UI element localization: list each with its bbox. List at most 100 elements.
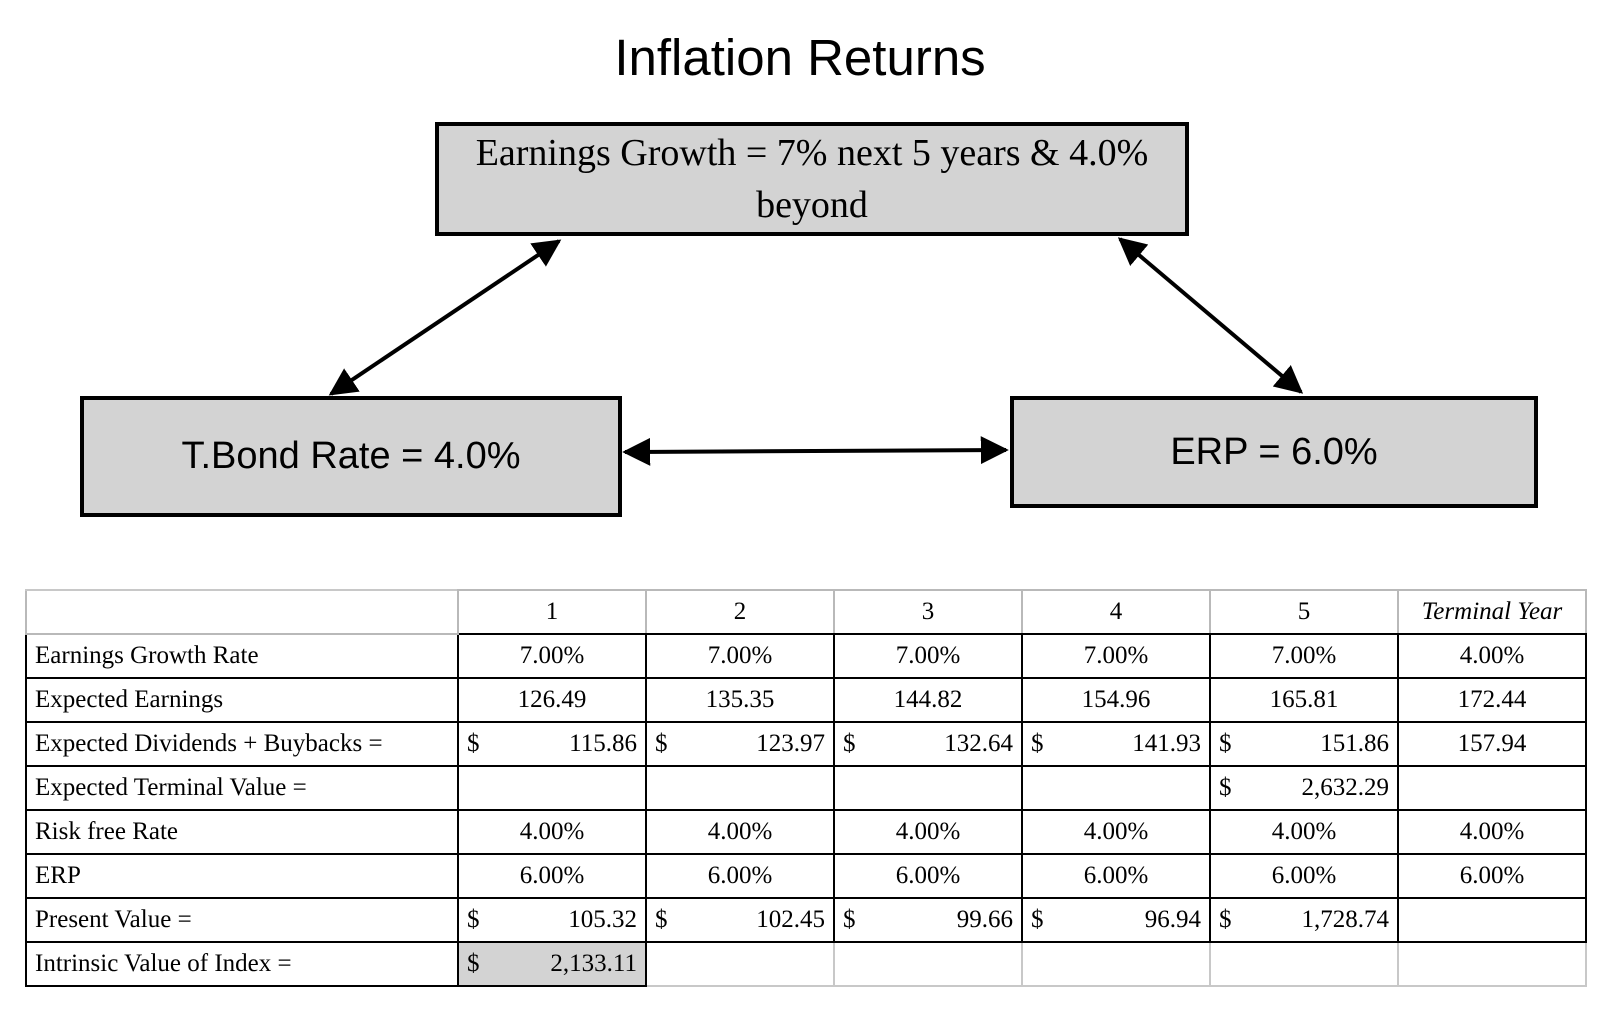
cell <box>1397 941 1587 987</box>
cell <box>1397 765 1587 811</box>
cell: 4.00% <box>1021 809 1211 855</box>
cell: 7.00% <box>1209 633 1399 679</box>
table-row: Risk free Rate 4.00% 4.00% 4.00% 4.00% 4… <box>25 809 1587 855</box>
arrow-tbond-erp <box>622 436 1009 466</box>
arrow-growth-tbond <box>328 239 562 396</box>
cell: 7.00% <box>1021 633 1211 679</box>
cell: 6.00% <box>1021 853 1211 899</box>
cell: 6.00% <box>457 853 647 899</box>
currency-symbol: $ <box>467 950 480 977</box>
cell: $132.64 <box>833 721 1023 767</box>
cell <box>645 941 835 987</box>
year-header: 4 <box>1021 589 1211 635</box>
tbond-rate-box: T.Bond Rate = 4.0% <box>80 396 622 517</box>
cell-value: 123.97 <box>756 730 825 757</box>
tbond-rate-text: T.Bond Rate = 4.0% <box>181 435 521 477</box>
row-label: Earnings Growth Rate <box>25 633 459 679</box>
cell: 6.00% <box>833 853 1023 899</box>
cell <box>1021 941 1211 987</box>
cell: 7.00% <box>457 633 647 679</box>
row-label: Expected Earnings <box>25 677 459 723</box>
terminal-year-header: Terminal Year <box>1397 589 1587 635</box>
cell <box>833 941 1023 987</box>
header-row: 1 2 3 4 5 Terminal Year <box>25 589 1587 635</box>
currency-symbol: $ <box>655 906 668 933</box>
table-row: Expected Dividends + Buybacks = $115.86 … <box>25 721 1587 767</box>
cell-value: 96.94 <box>1144 906 1201 933</box>
cell: 4.00% <box>457 809 647 855</box>
cell <box>1021 765 1211 811</box>
table-row: ERP 6.00% 6.00% 6.00% 6.00% 6.00% 6.00% <box>25 853 1587 899</box>
table-row: Expected Terminal Value = $2,632.29 <box>25 765 1587 811</box>
currency-symbol: $ <box>467 906 480 933</box>
cell: 154.96 <box>1021 677 1211 723</box>
table-row: Intrinsic Value of Index = $2,133.11 <box>25 941 1587 987</box>
earnings-growth-text: Earnings Growth = 7% next 5 years & 4.0%… <box>475 132 1149 226</box>
cell: 135.35 <box>645 677 835 723</box>
currency-symbol: $ <box>1219 906 1232 933</box>
currency-symbol: $ <box>655 730 668 757</box>
erp-text: ERP = 6.0% <box>1170 430 1378 473</box>
cell: $151.86 <box>1209 721 1399 767</box>
row-label: Intrinsic Value of Index = <box>25 941 459 987</box>
cell: $99.66 <box>833 897 1023 943</box>
row-label: ERP <box>25 853 459 899</box>
diagram-title: Inflation Returns <box>614 29 986 86</box>
year-header: 3 <box>833 589 1023 635</box>
earnings-growth-box: Earnings Growth = 7% next 5 years & 4.0%… <box>435 122 1189 236</box>
cell-value: 99.66 <box>956 906 1013 933</box>
year-header: 1 <box>457 589 647 635</box>
cell: 7.00% <box>645 633 835 679</box>
cell-value: 132.64 <box>944 730 1013 757</box>
cell: 157.94 <box>1397 721 1587 767</box>
table-row: Earnings Growth Rate 7.00% 7.00% 7.00% 7… <box>25 633 1587 679</box>
currency-symbol: $ <box>1219 730 1232 757</box>
cell-value: 2,133.11 <box>550 950 637 977</box>
intrinsic-value-cell: $2,133.11 <box>457 941 647 987</box>
header-corner <box>25 589 459 635</box>
cell: 126.49 <box>457 677 647 723</box>
cell: 172.44 <box>1397 677 1587 723</box>
cell: $123.97 <box>645 721 835 767</box>
cell: $96.94 <box>1021 897 1211 943</box>
cell-value: 115.86 <box>569 730 637 757</box>
cell <box>457 765 647 811</box>
cell <box>833 765 1023 811</box>
cell-value: 1,728.74 <box>1301 906 1390 933</box>
cell: 144.82 <box>833 677 1023 723</box>
table-row: Present Value = $105.32 $102.45 $99.66 $… <box>25 897 1587 943</box>
cell-value: 105.32 <box>568 906 637 933</box>
currency-symbol: $ <box>843 906 856 933</box>
currency-symbol: $ <box>1031 730 1044 757</box>
row-label: Expected Terminal Value = <box>25 765 459 811</box>
cell: 6.00% <box>645 853 835 899</box>
valuation-table: 1 2 3 4 5 Terminal Year Earnings Growth … <box>25 589 1587 987</box>
currency-symbol: $ <box>1031 906 1044 933</box>
cell: 4.00% <box>1209 809 1399 855</box>
cell: $2,632.29 <box>1209 765 1399 811</box>
row-label: Expected Dividends + Buybacks = <box>25 721 459 767</box>
cell: 4.00% <box>645 809 835 855</box>
cell: 6.00% <box>1209 853 1399 899</box>
cell: 6.00% <box>1397 853 1587 899</box>
cell: 4.00% <box>833 809 1023 855</box>
year-header: 2 <box>645 589 835 635</box>
currency-symbol: $ <box>467 730 480 757</box>
cell-value: 141.93 <box>1132 730 1201 757</box>
row-label: Risk free Rate <box>25 809 459 855</box>
cell: 4.00% <box>1397 809 1587 855</box>
cell-value: 2,632.29 <box>1301 774 1390 801</box>
cell-value: 102.45 <box>756 906 825 933</box>
arrow-growth-erp <box>1117 237 1304 394</box>
cell: $1,728.74 <box>1209 897 1399 943</box>
currency-symbol: $ <box>843 730 856 757</box>
year-header: 5 <box>1209 589 1399 635</box>
cell: $102.45 <box>645 897 835 943</box>
row-label: Present Value = <box>25 897 459 943</box>
cell: 4.00% <box>1397 633 1587 679</box>
cell: $141.93 <box>1021 721 1211 767</box>
currency-symbol: $ <box>1219 774 1232 801</box>
cell-value: 151.86 <box>1320 730 1389 757</box>
cell: $105.32 <box>457 897 647 943</box>
